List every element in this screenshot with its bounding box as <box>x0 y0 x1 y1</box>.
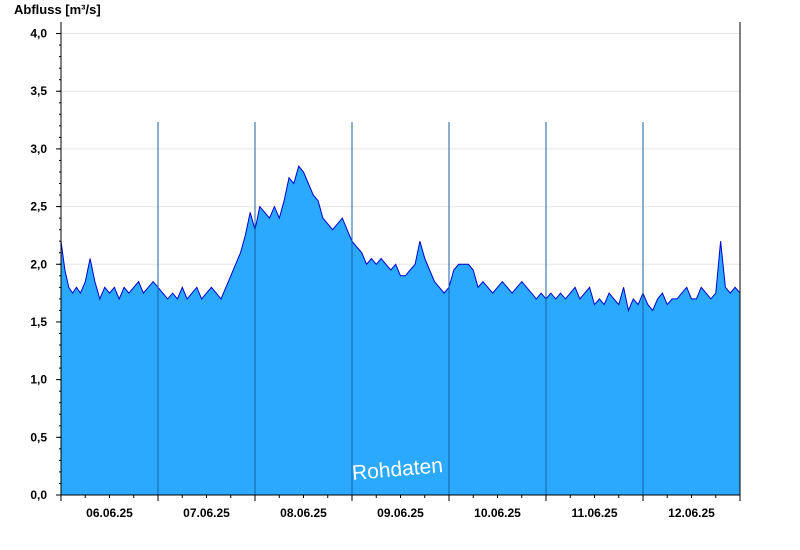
y-tick-label: 3,0 <box>30 142 47 156</box>
y-tick-label: 0,0 <box>30 488 47 502</box>
data-area-layer <box>60 165 741 495</box>
x-tick-label: 12.06.25 <box>668 506 715 520</box>
x-tick-label: 10.06.25 <box>474 506 521 520</box>
y-tick-label: 2,0 <box>30 257 47 271</box>
x-tick-label: 06.06.25 <box>86 506 133 520</box>
x-tick-label: 09.06.25 <box>377 506 424 520</box>
y-tick-label: 3,5 <box>30 84 47 98</box>
x-tick-labels: 06.06.25 07.06.25 08.06.25 09.06.25 10.06.25… <box>60 495 741 520</box>
y-tick-label: 1,5 <box>30 315 47 329</box>
day-boundaries <box>157 122 644 495</box>
x-tick-label: 07.06.25 <box>183 506 230 520</box>
x-tick-label: 11.06.25 <box>571 506 617 520</box>
y-tick-label: 1,0 <box>30 373 47 387</box>
y-tick-label: 4,0 <box>30 27 47 41</box>
series-area <box>61 166 740 495</box>
series-line <box>60 165 741 313</box>
y-tick-label: 2,5 <box>30 200 47 214</box>
x-tick-label: 08.06.25 <box>280 506 327 520</box>
y-axis-label: Abfluss [m³/s] <box>14 2 101 17</box>
y-tick-labels: 0,0 0,5 1,0 1,5 2,0 2,5 3,0 3,5 4,0 <box>30 27 61 502</box>
y-tick-label: 0,5 <box>30 430 47 444</box>
